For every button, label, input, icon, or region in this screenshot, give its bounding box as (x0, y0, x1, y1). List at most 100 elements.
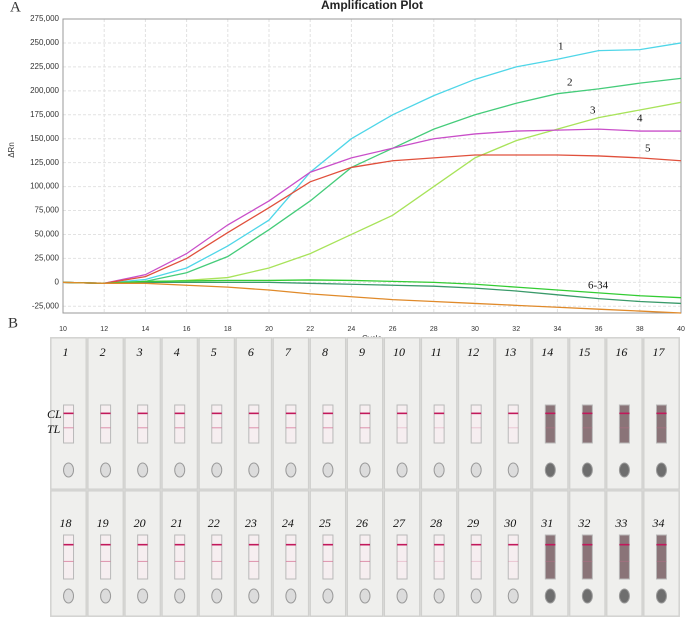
result-window (100, 534, 112, 580)
strip-number: 11 (431, 345, 442, 359)
strip-number: 34 (651, 516, 664, 530)
x-tick-label: 28 (430, 326, 438, 333)
result-window (248, 404, 260, 444)
x-tick-label: 36 (595, 326, 603, 333)
sample-well (174, 462, 186, 478)
x-tick-label: 32 (512, 326, 520, 333)
x-tick-label: 12 (100, 326, 108, 333)
strip-number: 9 (359, 345, 365, 359)
series-line (62, 128, 681, 284)
result-window (174, 534, 186, 580)
series-label: 1 (558, 41, 564, 53)
result-window (470, 534, 482, 580)
strip-number: 5 (211, 345, 217, 359)
y-tick-label: 175,000 (30, 110, 59, 119)
x-tick-label: 16 (183, 326, 191, 333)
result-window (285, 534, 297, 580)
sample-well (433, 462, 445, 478)
x-tick-label: 20 (265, 326, 273, 333)
strip-number: 4 (174, 345, 180, 359)
sample-well (359, 462, 371, 478)
sample-well (100, 462, 112, 478)
y-tick-label: 225,000 (30, 62, 59, 71)
series-line (62, 281, 682, 314)
panel-label: B (8, 315, 18, 331)
series-line (62, 279, 682, 299)
y-tick-label: 250,000 (30, 38, 59, 47)
strip-number: 29 (467, 516, 479, 530)
sample-well (211, 588, 223, 604)
result-window (211, 534, 223, 580)
result-window (137, 534, 149, 580)
result-window (396, 404, 408, 444)
series-line (62, 77, 682, 284)
strip-number: 22 (208, 516, 220, 530)
result-window (544, 534, 556, 580)
result-window (581, 404, 593, 444)
sample-well (211, 462, 223, 478)
x-tick-label: 40 (677, 326, 685, 333)
sample-well (285, 588, 297, 604)
series-line (62, 281, 682, 305)
result-window (581, 534, 593, 580)
x-tick-label: 34 (554, 326, 562, 333)
series-label: 6-34 (588, 280, 609, 292)
strip-number: 16 (615, 345, 627, 359)
result-window (618, 404, 630, 444)
sample-well (396, 462, 408, 478)
strip-number: 31 (540, 516, 553, 530)
y-tick-label: 50,000 (35, 230, 60, 239)
sample-well (507, 588, 519, 604)
sample-well (396, 588, 408, 604)
chart-title: Amplification Plot (321, 0, 423, 12)
y-tick-label: 75,000 (35, 206, 60, 215)
line-label: TL (47, 422, 61, 436)
test-strip (235, 337, 272, 490)
strip-number: 18 (60, 516, 72, 530)
strip-number: 20 (134, 516, 146, 530)
x-tick-label: 30 (471, 326, 479, 333)
y-tick-label: 150,000 (30, 134, 59, 143)
strip-number: 32 (577, 516, 590, 530)
strip-number: 23 (245, 516, 257, 530)
plot-frame (62, 18, 682, 314)
y-tick-label: 0 (55, 277, 60, 286)
sample-well (655, 588, 667, 604)
strip-number: 14 (541, 345, 553, 359)
sample-well (174, 588, 186, 604)
strip-number: 26 (356, 516, 368, 530)
sample-well (285, 462, 297, 478)
strip-number: 12 (467, 345, 479, 359)
strip-number: 3 (136, 345, 143, 359)
result-window (359, 404, 371, 444)
result-window (211, 404, 223, 444)
series-label: 2 (567, 77, 573, 89)
result-window (285, 404, 297, 444)
result-window (470, 404, 482, 444)
sample-well (100, 588, 112, 604)
sample-well (433, 588, 445, 604)
y-tick-label: 125,000 (30, 158, 59, 167)
series-line (62, 42, 682, 284)
y-tick-label: 25,000 (35, 254, 60, 263)
result-window (396, 534, 408, 580)
sample-well (359, 588, 371, 604)
series-label: 3 (590, 105, 596, 117)
sample-well (248, 588, 260, 604)
result-window (618, 534, 630, 580)
result-window (507, 534, 519, 580)
result-window (359, 534, 371, 580)
sample-well (618, 588, 630, 604)
strip-number: 24 (282, 516, 294, 530)
series-label: 4 (637, 113, 643, 125)
sample-well (63, 588, 75, 604)
x-tick-label: 18 (224, 326, 232, 333)
strip-number: 15 (578, 345, 590, 359)
sample-well (470, 462, 482, 478)
sample-well (618, 462, 630, 478)
sample-well (507, 462, 519, 478)
strip-number: 21 (171, 516, 183, 530)
series-label: 5 (645, 143, 651, 155)
result-window (433, 534, 445, 580)
